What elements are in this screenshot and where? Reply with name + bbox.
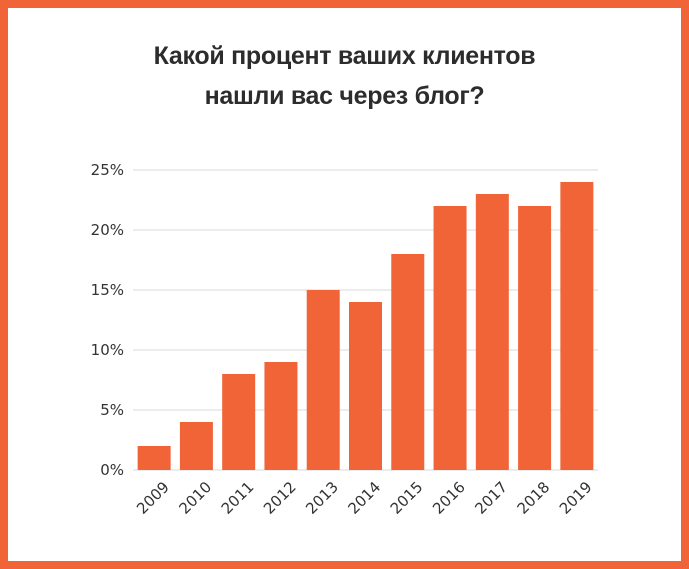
bars bbox=[137, 182, 594, 470]
x-tick-label: 2013 bbox=[302, 478, 342, 518]
y-tick-label: 25% bbox=[91, 161, 124, 179]
x-tick-label: 2011 bbox=[218, 478, 258, 518]
bar-2009 bbox=[137, 446, 171, 470]
chart-title-line-2: нашли вас через блог? bbox=[204, 82, 485, 110]
bar-2016 bbox=[433, 206, 467, 470]
x-tick-label: 2012 bbox=[260, 478, 300, 518]
x-tick-label: 2016 bbox=[429, 478, 469, 518]
x-tick-label: 2015 bbox=[387, 478, 427, 518]
y-tick-label: 0% bbox=[100, 461, 124, 479]
x-tick-label: 2010 bbox=[175, 478, 215, 518]
x-tick-label: 2019 bbox=[556, 478, 596, 518]
y-axis-ticks: 0% 5% 10% 15% 20% 25% bbox=[91, 161, 124, 479]
bar-2017 bbox=[475, 194, 509, 470]
bar-2012 bbox=[264, 362, 298, 470]
y-tick-label: 5% bbox=[100, 401, 124, 419]
x-tick-label: 2018 bbox=[514, 478, 554, 518]
chart-title: Какой процент ваших клиентов нашли вас ч… bbox=[0, 36, 689, 116]
x-axis-ticks: 2009 2010 2011 2012 2013 2014 2015 2016 2017 2018… bbox=[133, 478, 595, 518]
bar-2018 bbox=[518, 206, 552, 470]
chart-title-line-1: Какой процент ваших клиентов bbox=[153, 42, 536, 70]
y-tick-label: 10% bbox=[91, 341, 124, 359]
x-tick-label: 2014 bbox=[345, 478, 385, 518]
bar-2011 bbox=[222, 374, 256, 470]
x-tick-label: 2017 bbox=[471, 478, 511, 518]
y-tick-label: 15% bbox=[91, 281, 124, 299]
bar-2015 bbox=[391, 254, 425, 470]
bar-2010 bbox=[179, 422, 213, 470]
bar-2013 bbox=[306, 290, 340, 470]
y-tick-label: 20% bbox=[91, 221, 124, 239]
bar-2014 bbox=[349, 302, 382, 470]
x-tick-label: 2009 bbox=[133, 478, 173, 518]
bar-2019 bbox=[560, 182, 594, 470]
